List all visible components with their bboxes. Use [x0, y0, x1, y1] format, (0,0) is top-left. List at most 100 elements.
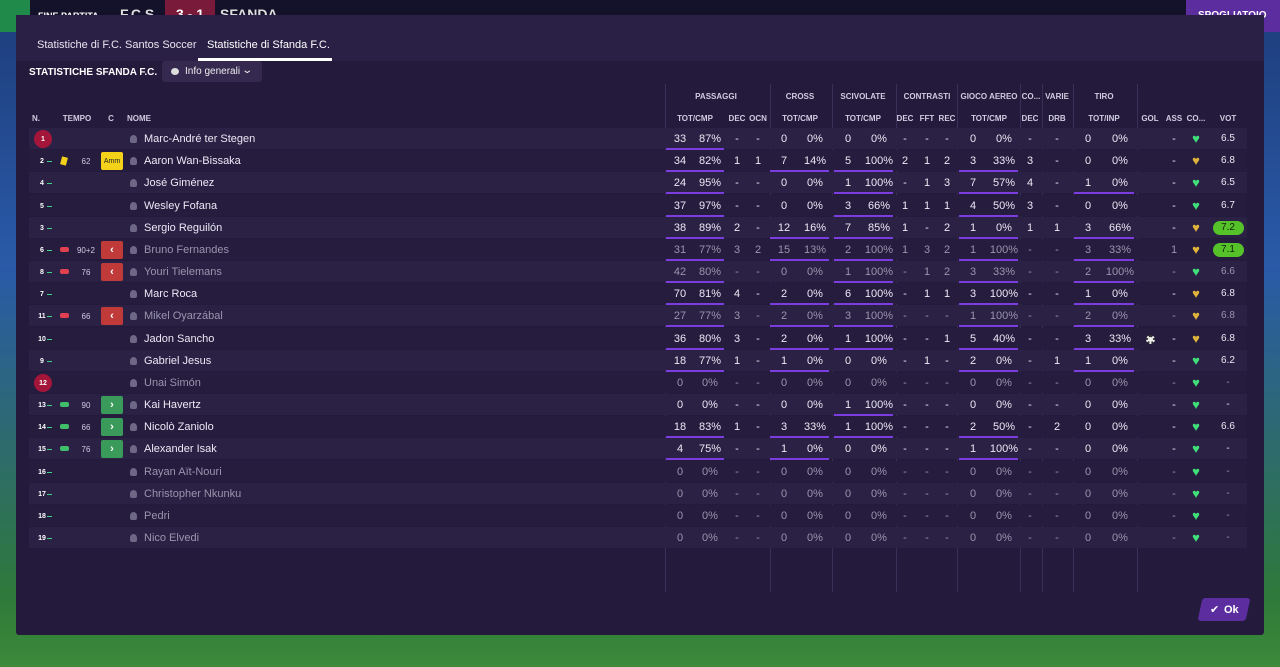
stat: 37 — [673, 199, 687, 212]
stat: 0 — [676, 399, 684, 412]
condition-heart: ♥ — [1192, 485, 1200, 501]
group-header: VARIE — [1045, 92, 1069, 101]
person-icon — [130, 511, 137, 520]
stat: - — [1172, 376, 1176, 389]
stat: 3 — [969, 266, 977, 279]
person-icon — [130, 423, 137, 432]
player-name[interactable]: Aaron Wan-Bissaka — [144, 155, 241, 168]
rating: 7.1 — [1221, 243, 1235, 255]
condition-heart: ♥ — [1192, 507, 1200, 523]
player-name[interactable]: Rayan Aït-Nouri — [144, 465, 222, 478]
column-header: VOT — [1219, 114, 1237, 123]
row — [29, 349, 1247, 371]
stat: 0% — [1112, 155, 1128, 168]
stat: 0% — [996, 465, 1012, 478]
shirt-number: 14 — [38, 424, 46, 432]
player-name[interactable]: Nicolò Zaniolo — [144, 421, 214, 434]
stat: 31 — [673, 243, 687, 256]
stat-bar — [834, 303, 893, 306]
player-name[interactable]: Youri Tielemans — [144, 266, 222, 279]
stat: 0 — [969, 376, 977, 389]
stat: - — [1172, 509, 1176, 522]
row — [29, 504, 1247, 526]
stat: - — [1028, 421, 1032, 434]
player-name[interactable]: Nico Elvedi — [144, 532, 200, 545]
group-header: PASSAGGI — [695, 92, 737, 101]
player-name[interactable]: José Giménez — [144, 177, 215, 190]
stat: - — [1055, 266, 1059, 279]
stat: - — [1028, 399, 1032, 412]
stat-bar — [834, 436, 893, 439]
player-name[interactable]: Sergio Reguilón — [144, 221, 223, 234]
stat-bar — [959, 436, 1018, 439]
dropdown[interactable] — [162, 61, 262, 82]
stat: 2 — [1084, 310, 1092, 323]
stat-bar — [666, 148, 724, 150]
player-name[interactable]: Christopher Nkunku — [144, 487, 242, 500]
stat-bar — [770, 458, 829, 461]
rating-badge — [1213, 242, 1244, 257]
chevron: ⌄ — [241, 65, 254, 76]
sub-badge — [101, 396, 123, 415]
condition-heart: ♥ — [1192, 197, 1200, 213]
player-name[interactable]: Marc-André ter Stegen — [144, 133, 256, 145]
shirt-number: 5 — [40, 202, 44, 210]
column-header: REC — [938, 114, 956, 123]
card-label: Amm — [103, 158, 121, 166]
shirt-number: 1 — [41, 136, 45, 143]
player-name[interactable]: Pedri — [144, 509, 170, 522]
player-name[interactable]: Kai Havertz — [144, 399, 201, 412]
player-name[interactable]: Jadon Sancho — [144, 332, 215, 345]
stat: 1 — [780, 443, 788, 456]
stat: 3 — [780, 421, 788, 434]
eye-icon — [171, 68, 179, 75]
stat: - — [903, 465, 907, 478]
player-name[interactable]: Mikel Oyarzábal — [144, 310, 223, 323]
player-name[interactable]: Gabriel Jesus — [144, 354, 212, 367]
tab-active[interactable]: Statistiche di Sfanda F.C. — [207, 39, 330, 51]
player-name[interactable]: Wesley Fofana — [144, 199, 218, 212]
person-icon — [130, 334, 137, 343]
player-name[interactable]: Alexander Isak — [144, 443, 217, 456]
stat: - — [1028, 266, 1032, 279]
player-name[interactable]: Unai Simón — [144, 376, 201, 389]
position-mark — [47, 181, 52, 185]
column-header: DEC — [896, 114, 914, 123]
stat: - — [1055, 155, 1059, 168]
stat: 95% — [698, 177, 722, 190]
stat-bar — [1074, 192, 1134, 195]
stat: - — [1028, 487, 1032, 500]
stat: 0% — [1112, 133, 1128, 145]
stat: 0% — [807, 532, 823, 545]
stat: - — [925, 509, 929, 522]
person-icon — [130, 135, 137, 143]
stat: - — [756, 332, 760, 345]
player-name[interactable]: Bruno Fernandes — [144, 243, 229, 256]
stat: 0% — [807, 332, 823, 345]
stat: - — [735, 509, 739, 522]
stat: 18 — [673, 354, 687, 367]
stat: 0 — [780, 376, 788, 389]
stat: - — [756, 376, 760, 389]
stat: 3 — [733, 332, 741, 345]
stat: 0 — [780, 266, 788, 279]
stat: - — [1055, 465, 1059, 478]
stat: 1 — [901, 221, 909, 234]
stat: - — [735, 133, 739, 145]
stat-bar — [959, 236, 1018, 239]
stat: - — [1055, 133, 1059, 145]
position-mark — [47, 492, 52, 495]
stat: 3 — [969, 288, 977, 301]
dropdown-label: Info generali — [185, 66, 241, 77]
player-name[interactable]: Marc Roca — [144, 288, 198, 301]
stat: 0% — [807, 487, 823, 500]
stat: 2 — [754, 243, 762, 256]
rating: - — [1226, 509, 1230, 521]
row — [29, 460, 1247, 482]
stat: - — [945, 487, 949, 500]
position-mark — [47, 425, 52, 429]
time: 76 — [81, 445, 91, 455]
tab[interactable]: Statistiche di F.C. Santos Soccer — [37, 39, 197, 51]
stat: 0% — [702, 532, 718, 545]
person-icon — [130, 157, 137, 166]
